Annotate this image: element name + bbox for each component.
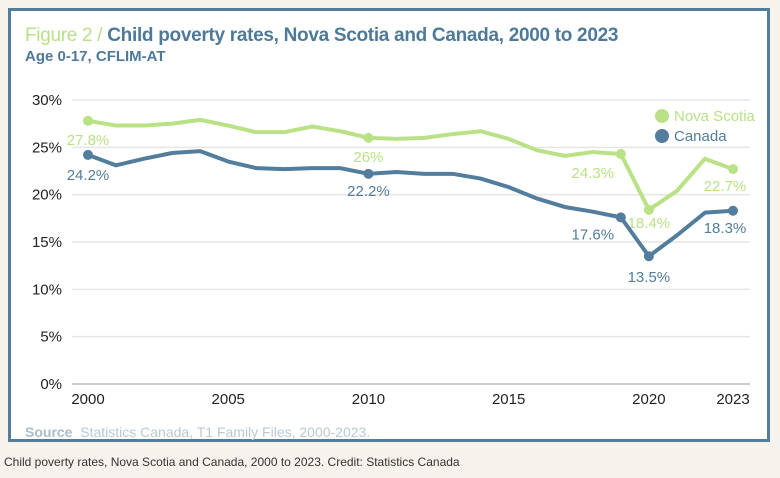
y-tick-label: 5% xyxy=(40,329,62,346)
data-point xyxy=(363,132,374,143)
figure-label: Figure 2 / xyxy=(25,25,103,46)
data-label: 22.7% xyxy=(704,178,747,195)
legend-marker xyxy=(655,109,669,123)
x-tick-label: 2010 xyxy=(352,391,385,408)
y-tick-label: 20% xyxy=(32,187,62,204)
data-label: 13.5% xyxy=(628,269,671,286)
legend-label: Canada xyxy=(674,128,727,145)
y-tick-label: 0% xyxy=(40,376,62,393)
data-point xyxy=(615,212,626,223)
x-tick-label: 2023 xyxy=(716,391,749,408)
source-text: Statistics Canada, T1 Family Files, 2000… xyxy=(80,424,371,440)
data-point xyxy=(643,204,654,215)
series-line-nova-scotia xyxy=(87,117,734,212)
data-point xyxy=(728,164,738,175)
y-tick-label: 10% xyxy=(32,281,62,298)
y-tick-label: 25% xyxy=(32,139,62,156)
data-label: 24.3% xyxy=(572,165,615,182)
image-caption: Child poverty rates, Nova Scotia and Can… xyxy=(4,455,460,469)
chart-frame: Figure 2 / Child poverty rates, Nova Sco… xyxy=(8,8,770,442)
x-tick-label: 2020 xyxy=(632,391,665,408)
data-point xyxy=(83,149,93,160)
x-tick-label: 2005 xyxy=(212,391,245,408)
data-label: 17.6% xyxy=(572,226,615,243)
data-label: 27.8% xyxy=(67,132,110,149)
data-point xyxy=(728,205,738,216)
data-label: 22.2% xyxy=(347,183,390,200)
x-tick-label: 2000 xyxy=(71,391,104,408)
chart-title: Figure 2 / Child poverty rates, Nova Sco… xyxy=(25,25,618,47)
y-tick-label: 15% xyxy=(32,234,62,251)
source-label: Source xyxy=(25,424,73,440)
data-label: 26% xyxy=(353,149,383,166)
data-point xyxy=(643,251,654,262)
series-line-canada xyxy=(87,149,734,259)
data-point xyxy=(363,168,374,179)
data-point xyxy=(83,115,93,126)
source-note: Source Statistics Canada, T1 Family File… xyxy=(25,424,370,440)
x-tick-label: 2015 xyxy=(492,391,525,408)
data-label: 24.2% xyxy=(67,167,110,184)
title-text: Child poverty rates, Nova Scotia and Can… xyxy=(107,25,619,46)
data-label: 18.4% xyxy=(628,215,671,232)
legend-label: Nova Scotia xyxy=(674,108,756,125)
data-label: 18.3% xyxy=(704,220,747,237)
data-point xyxy=(615,148,626,159)
legend-marker xyxy=(655,129,669,143)
chart-subtitle: Age 0-17, CFLIM-AT xyxy=(25,48,166,65)
y-tick-label: 30% xyxy=(32,92,62,109)
